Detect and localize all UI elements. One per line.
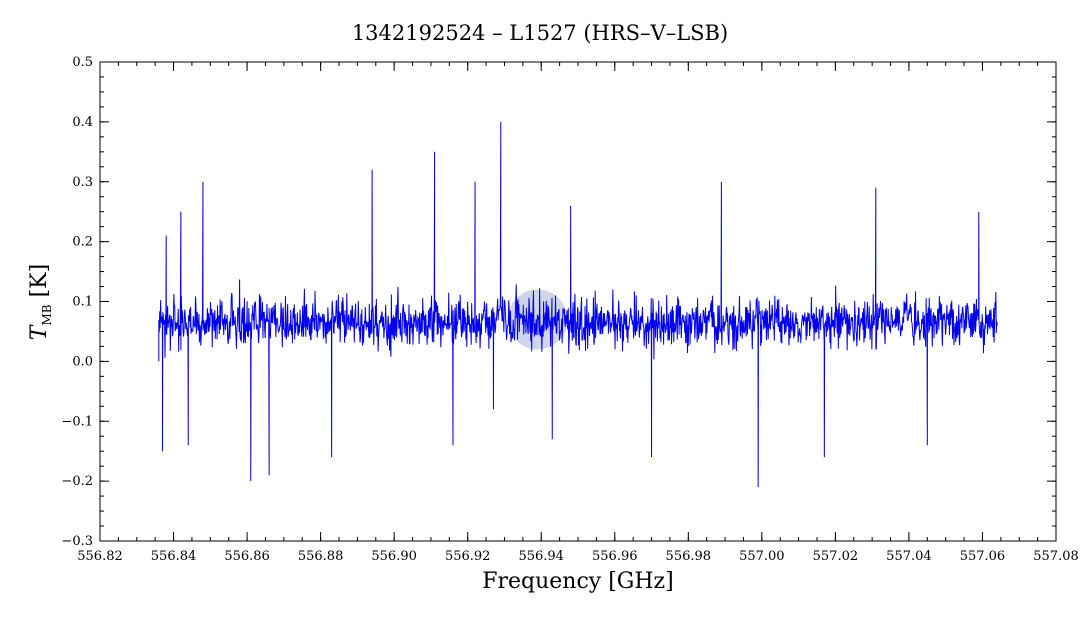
x-tick-label: 556.94 <box>518 549 564 564</box>
x-tick-label: 557.00 <box>739 549 785 564</box>
x-tick-label: 557.08 <box>1033 549 1079 564</box>
spectrum-line <box>158 121 998 488</box>
y-tick-label: −0.3 <box>61 534 93 549</box>
x-tick-label: 556.88 <box>298 549 344 564</box>
y-tick-label: −0.2 <box>61 474 93 489</box>
plot-border <box>99 61 1057 542</box>
y-tick-label: 0.5 <box>72 55 93 70</box>
y-axis-title-subscript: MB <box>40 304 54 325</box>
x-axis-title: Frequency [GHz] <box>482 569 674 594</box>
y-axis-title: TMB [K] <box>27 264 54 340</box>
chart-title: 1342192524 – L1527 (HRS–V–LSB) <box>352 21 728 45</box>
x-tick-label: 556.84 <box>151 549 197 564</box>
spectrum-series <box>158 121 998 488</box>
plot-frame <box>99 61 1057 542</box>
x-tick-label: 556.92 <box>445 549 491 564</box>
y-axis-title-symbol: T <box>27 323 52 340</box>
y-tick-label: 0.4 <box>72 115 93 130</box>
x-tick-label: 556.82 <box>77 549 123 564</box>
y-tick-label: 0.2 <box>72 235 93 250</box>
x-tick-label: 557.04 <box>886 549 932 564</box>
x-axis: 556.82 556.84 556.86 556.88 556.90 556.92 556.… <box>77 62 1079 564</box>
y-tick-label: 0.1 <box>72 295 93 310</box>
y-axis: −0.3 −0.2 −0.1 0.0 0.1 0.2 0.3 0.4 0.5 <box>61 55 1056 549</box>
x-tick-label: 556.86 <box>224 549 270 564</box>
x-tick-label: 556.96 <box>592 549 638 564</box>
x-tick-label: 557.02 <box>813 549 859 564</box>
x-tick-label: 557.06 <box>960 549 1006 564</box>
y-axis-title-unit: [K] <box>27 264 52 305</box>
x-tick-label: 556.98 <box>666 549 712 564</box>
y-tick-label: 0.0 <box>72 354 93 369</box>
y-tick-label: −0.1 <box>61 414 93 429</box>
x-tick-label: 556.90 <box>371 549 417 564</box>
y-tick-label: 0.3 <box>72 175 93 190</box>
